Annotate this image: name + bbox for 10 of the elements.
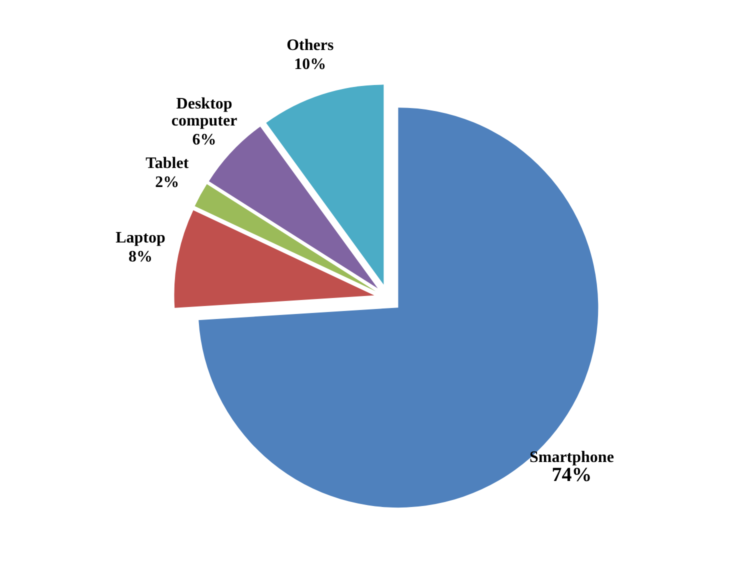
slice-label: Tablet xyxy=(146,155,190,172)
data-label: 74% xyxy=(552,464,592,486)
slice-label: Smartphone xyxy=(529,449,614,466)
data-label: 6% xyxy=(192,131,216,148)
data-label: 10% xyxy=(294,56,326,73)
slice-label: Others xyxy=(286,36,334,54)
data-label: 8% xyxy=(128,248,152,266)
slice-label: Laptop xyxy=(116,229,166,246)
slice-label: Desktop computer xyxy=(171,95,238,130)
data-label: 2% xyxy=(155,174,180,192)
